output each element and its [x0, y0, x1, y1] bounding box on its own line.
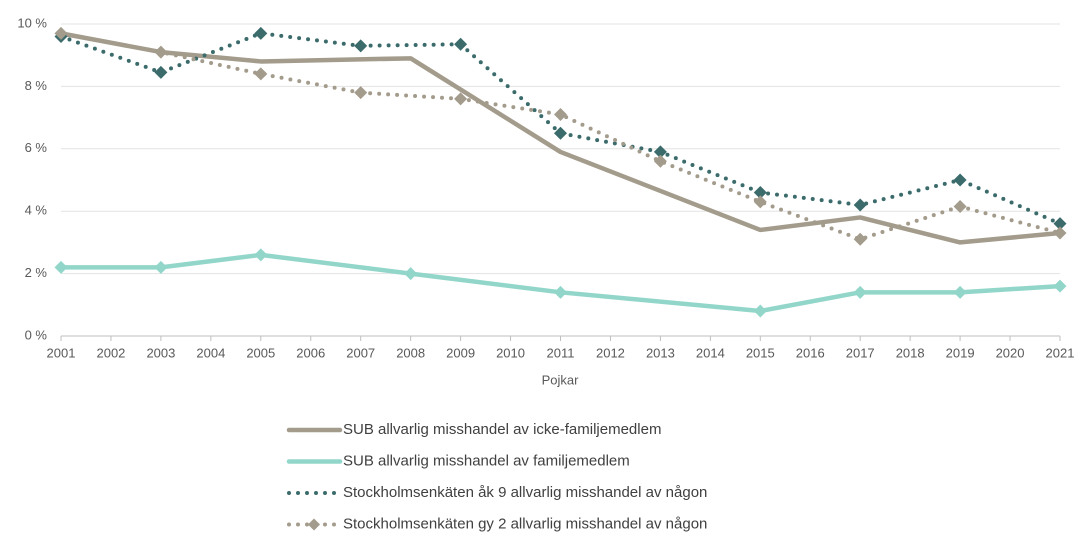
data-point — [1053, 217, 1067, 231]
x-tick-label: 2014 — [696, 345, 725, 360]
data-point — [853, 198, 867, 212]
x-tick-label: 2011 — [547, 345, 575, 360]
data-point — [753, 304, 767, 318]
data-point — [154, 65, 168, 79]
data-point — [953, 200, 967, 214]
data-point — [953, 173, 967, 187]
data-point — [853, 285, 867, 299]
legend-text: SUB allvarlig misshandel av familjemedle… — [343, 452, 630, 469]
data-point — [853, 232, 867, 246]
data-point — [454, 37, 468, 51]
data-point — [953, 285, 967, 299]
x-tick-label: 2005 — [246, 345, 275, 360]
data-point — [354, 86, 368, 100]
x-tick-label: 2006 — [296, 345, 325, 360]
data-point — [554, 285, 567, 299]
y-tick-label: 2 % — [25, 265, 48, 280]
data-point — [753, 195, 767, 209]
x-tick-label: 2015 — [746, 345, 775, 360]
x-tick-label: 2002 — [96, 345, 125, 360]
y-tick-label: 8 % — [25, 78, 48, 93]
x-tick-label: 2001 — [47, 345, 76, 360]
x-tick-label: 2004 — [196, 345, 225, 360]
x-tick-label: 2003 — [146, 345, 175, 360]
x-tick-label: 2010 — [496, 345, 525, 360]
x-tick-label: 2007 — [346, 345, 375, 360]
data-point — [254, 67, 268, 81]
data-point — [54, 26, 68, 40]
series-line — [58, 31, 1063, 245]
data-point — [753, 185, 767, 199]
legend-text: SUB allvarlig misshandel av icke-familje… — [343, 421, 661, 438]
y-tick-label: 6 % — [25, 140, 48, 155]
data-point — [254, 26, 268, 40]
data-point — [154, 45, 168, 59]
data-point — [54, 260, 68, 274]
series-line — [58, 252, 1063, 314]
x-axis-label: Pojkar — [542, 372, 580, 387]
x-tick-label: 2013 — [646, 345, 675, 360]
x-tick-label: 2020 — [996, 345, 1025, 360]
x-tick-label: 2019 — [946, 345, 975, 360]
x-tick-label: 2018 — [896, 345, 925, 360]
data-point — [404, 267, 418, 281]
data-point — [1053, 279, 1067, 293]
x-tick-label: 2012 — [596, 345, 625, 360]
data-point — [1053, 226, 1067, 240]
data-point — [354, 39, 368, 53]
data-point — [653, 145, 667, 159]
legend-text: Stockholmsenkäten åk 9 allvarlig misshan… — [343, 484, 707, 501]
x-tick-label: 2008 — [396, 345, 425, 360]
data-point — [554, 107, 567, 121]
series-line — [59, 31, 1062, 242]
y-tick-label: 0 % — [25, 327, 48, 342]
data-point — [554, 126, 567, 140]
legend-marker — [308, 518, 320, 531]
data-point — [454, 92, 468, 106]
x-tick-label: 2016 — [796, 345, 825, 360]
legend-text: Stockholmsenkäten gy 2 allvarlig misshan… — [343, 515, 707, 532]
y-tick-label: 10 % — [17, 15, 47, 30]
x-tick-label: 2021 — [1046, 345, 1075, 360]
y-tick-label: 4 % — [25, 203, 48, 218]
data-point — [154, 260, 168, 274]
x-tick-label: 2009 — [446, 345, 475, 360]
x-tick-label: 2017 — [846, 345, 875, 360]
data-point — [653, 154, 667, 168]
data-point — [254, 248, 268, 262]
